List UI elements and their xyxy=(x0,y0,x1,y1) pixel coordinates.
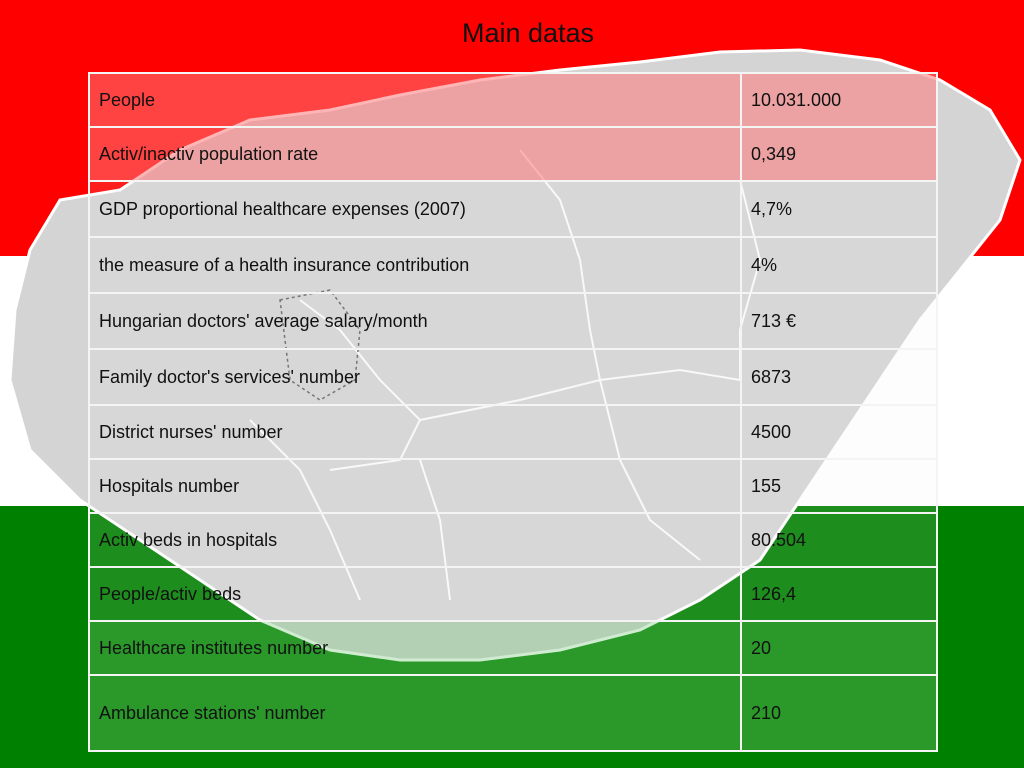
row-label: Hungarian doctors' average salary/month xyxy=(88,292,742,350)
table-row: Family doctor's services' number 6873 xyxy=(88,348,938,406)
slide-title: Main datas xyxy=(461,18,595,48)
row-value: 155 xyxy=(740,458,938,514)
row-value: 6873 xyxy=(740,348,938,406)
table-row: District nurses' number 4500 xyxy=(88,404,938,460)
row-label: People xyxy=(88,72,742,128)
row-value: 0,349 xyxy=(740,126,938,182)
row-value: 713 € xyxy=(740,292,938,350)
row-value: 4,7% xyxy=(740,180,938,238)
row-label: Activ/inactiv population rate xyxy=(88,126,742,182)
row-label: People/activ beds xyxy=(88,566,742,622)
table-row: Hospitals number 155 xyxy=(88,458,938,514)
row-label: Family doctor's services' number xyxy=(88,348,742,406)
table-row: Activ/inactiv population rate 0,349 xyxy=(88,126,938,182)
row-label: Ambulance stations' number xyxy=(88,674,742,752)
table-row: Ambulance stations' number 210 xyxy=(88,674,938,752)
table-row: Hungarian doctors' average salary/month 7… xyxy=(88,292,938,350)
row-label: Hospitals number xyxy=(88,458,742,514)
table-row: Healthcare institutes number 20 xyxy=(88,620,938,676)
table-row: People/activ beds 126,4 xyxy=(88,566,938,622)
row-value: 4500 xyxy=(740,404,938,460)
row-value: 80.504 xyxy=(740,512,938,568)
table-row: Activ beds in hospitals 80.504 xyxy=(88,512,938,568)
row-label: GDP proportional healthcare expenses (20… xyxy=(88,180,742,238)
row-value: 10.031.000 xyxy=(740,72,938,128)
row-value: 4% xyxy=(740,236,938,294)
row-value: 126,4 xyxy=(740,566,938,622)
table-row: the measure of a health insurance contri… xyxy=(88,236,938,294)
row-value: 210 xyxy=(740,674,938,752)
table-row: GDP proportional healthcare expenses (20… xyxy=(88,180,938,238)
row-label: Activ beds in hospitals xyxy=(88,512,742,568)
row-label: District nurses' number xyxy=(88,404,742,460)
row-label: Healthcare institutes number xyxy=(88,620,742,676)
main-data-table: People 10.031.000 Activ/inactiv population… xyxy=(88,72,938,752)
row-value: 20 xyxy=(740,620,938,676)
row-label: the measure of a health insurance contri… xyxy=(88,236,742,294)
table-row: People 10.031.000 xyxy=(88,72,938,128)
